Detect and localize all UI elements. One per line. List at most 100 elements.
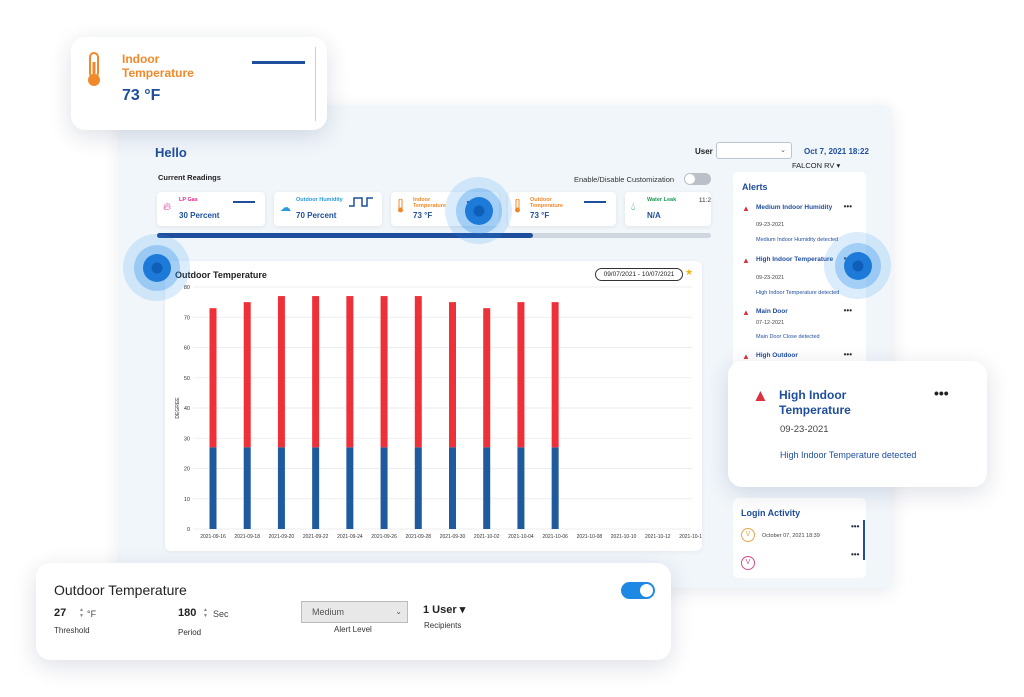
cloud-icon: ☁ [280,202,291,214]
more-icon[interactable]: ••• [843,306,852,315]
x-tick-label: 2021-10-04 [508,534,534,540]
dashboard-panel: Hello User ⌄ Oct 7, 2021 18:22 FALCON RV… [120,105,892,588]
stepper-icon[interactable]: ▲ ▼ [203,607,208,619]
y-tick-label: 0 [187,527,190,533]
x-tick-label: 2021-09-30 [440,534,466,540]
site-selector[interactable]: FALCON RV ▾ [792,161,841,170]
indoor-temperature-card[interactable]: Indoor Temperature 73 °F [71,37,327,130]
bar-segment [209,447,217,529]
customization-toggle[interactable] [684,173,711,185]
bar-segment [517,447,525,529]
bar-segment [551,447,559,529]
bar-segment [380,296,388,448]
x-tick-label: 2021-09-18 [234,534,260,540]
bar-segment [380,447,388,529]
reading-card-outdoor-humidity[interactable]: ☁ Outdoor Humidity 70 Percent [274,192,382,226]
reading-label: LP Gas [179,197,198,203]
alert-name: High Indoor Temperature [756,256,834,263]
period-input[interactable]: 180 [178,607,197,619]
x-tick-label: 2021-09-26 [371,534,397,540]
reading-label: Indoor Temperature [413,197,446,209]
flame-icon: 🔥︎ [163,201,172,213]
avatar: V [741,556,755,570]
reading-label: Outdoor Temperature [530,197,563,209]
reading-trend-line [584,201,606,203]
x-tick-label: 2021-09-24 [337,534,363,540]
alert-name: High Outdoor [756,352,798,359]
login-activity-title: Login Activity [741,508,801,518]
alert-level-select[interactable]: Medium ⌄ [301,601,408,623]
x-tick-label: 2021-09-16 [200,534,226,540]
current-readings-title: Current Readings [158,173,221,182]
settings-title: Outdoor Temperature [54,582,187,598]
x-tick-label: 2021-10-06 [542,534,568,540]
more-icon[interactable]: ••• [851,522,860,531]
reading-value: N/A [647,211,661,220]
alert-level-label: Alert Level [334,625,372,634]
x-tick-label: 2021-10-08 [577,534,603,540]
x-tick-label: 2021-09-22 [303,534,329,540]
x-tick-label: 2021-10-02 [474,534,500,540]
recipients-select[interactable]: 1 User ▾ [423,604,466,616]
readings-scroll-thumb[interactable] [157,233,533,238]
reading-trend-line [233,201,255,203]
date-range-picker[interactable]: 09/07/2021 - 10/07/2021 [595,268,683,281]
highlight-pulse [824,232,891,299]
bar-segment [414,296,422,448]
more-icon[interactable]: ••• [934,385,949,401]
greeting: Hello [155,145,187,160]
divider [315,47,316,121]
chart-card: Outdoor Temperature 09/07/2021 - 10/07/2… [165,261,702,551]
trend-line [252,61,305,64]
stepper-icon[interactable]: ▲ ▼ [79,607,84,619]
more-icon[interactable]: ••• [843,202,852,211]
y-tick-label: 10 [184,497,190,503]
bar-segment [449,447,456,529]
threshold-label: Threshold [54,626,90,635]
threshold-input[interactable]: 27 [54,607,67,619]
y-axis-label: DEGREE [175,397,181,419]
bar-segment [483,447,491,529]
reading-card-water-leak[interactable]: 💧︎ Water Leak N/A 11:2 [625,192,711,226]
more-icon[interactable]: ••• [851,550,860,559]
alert-name: Medium Indoor Humidity [756,204,833,211]
reading-value: 73 °F [413,211,433,220]
recipients-label: Recipients [424,621,462,630]
reading-label: Outdoor Humidity [296,197,343,203]
threshold-unit: °F [87,609,97,619]
bar-segment [449,302,456,448]
reading-card-outdoor-temperature[interactable]: Outdoor Temperature 73 °F [508,192,616,226]
current-datetime: Oct 7, 2021 18:22 [804,147,869,156]
reading-value: 73 °F [530,211,550,220]
bar-segment [243,302,251,448]
reading-value: 30 Percent [179,211,220,220]
enable-toggle[interactable] [621,582,655,599]
thermometer-icon [515,199,520,213]
highlight-pulse [123,234,190,301]
y-tick-label: 40 [184,406,190,412]
bar-segment [346,296,354,448]
bar-segment [346,447,354,529]
y-tick-label: 60 [184,346,190,352]
more-icon[interactable]: ••• [843,350,852,359]
avatar: V [741,528,755,542]
square-wave-icon [349,197,373,207]
bar-segment [483,308,491,448]
y-tick-label: 20 [184,467,190,473]
card-value: 73 °F [122,87,161,104]
chart-title: Outdoor Temperature [175,270,267,280]
bar-segment [277,296,285,448]
x-tick-label: 2021-10-10 [611,534,637,540]
login-date: October 07, 2021 18:39 [762,533,820,539]
alert-date: 09-23-2021 [756,222,785,228]
alert-title: High Indoor Temperature [779,388,851,417]
star-icon[interactable]: ★ [685,267,694,277]
warning-icon: ▲ [742,256,750,265]
alert-detail-card[interactable]: ▲ High Indoor Temperature ••• 09-23-2021… [728,361,987,487]
y-tick-label: 70 [184,315,190,321]
user-select[interactable]: ⌄ [716,142,792,159]
warning-icon: ▲ [742,352,750,361]
login-scrollbar[interactable] [863,520,865,560]
reading-card-lp-gas[interactable]: 🔥︎ LP Gas 30 Percent [157,192,265,226]
alerts-title: Alerts [742,182,768,192]
